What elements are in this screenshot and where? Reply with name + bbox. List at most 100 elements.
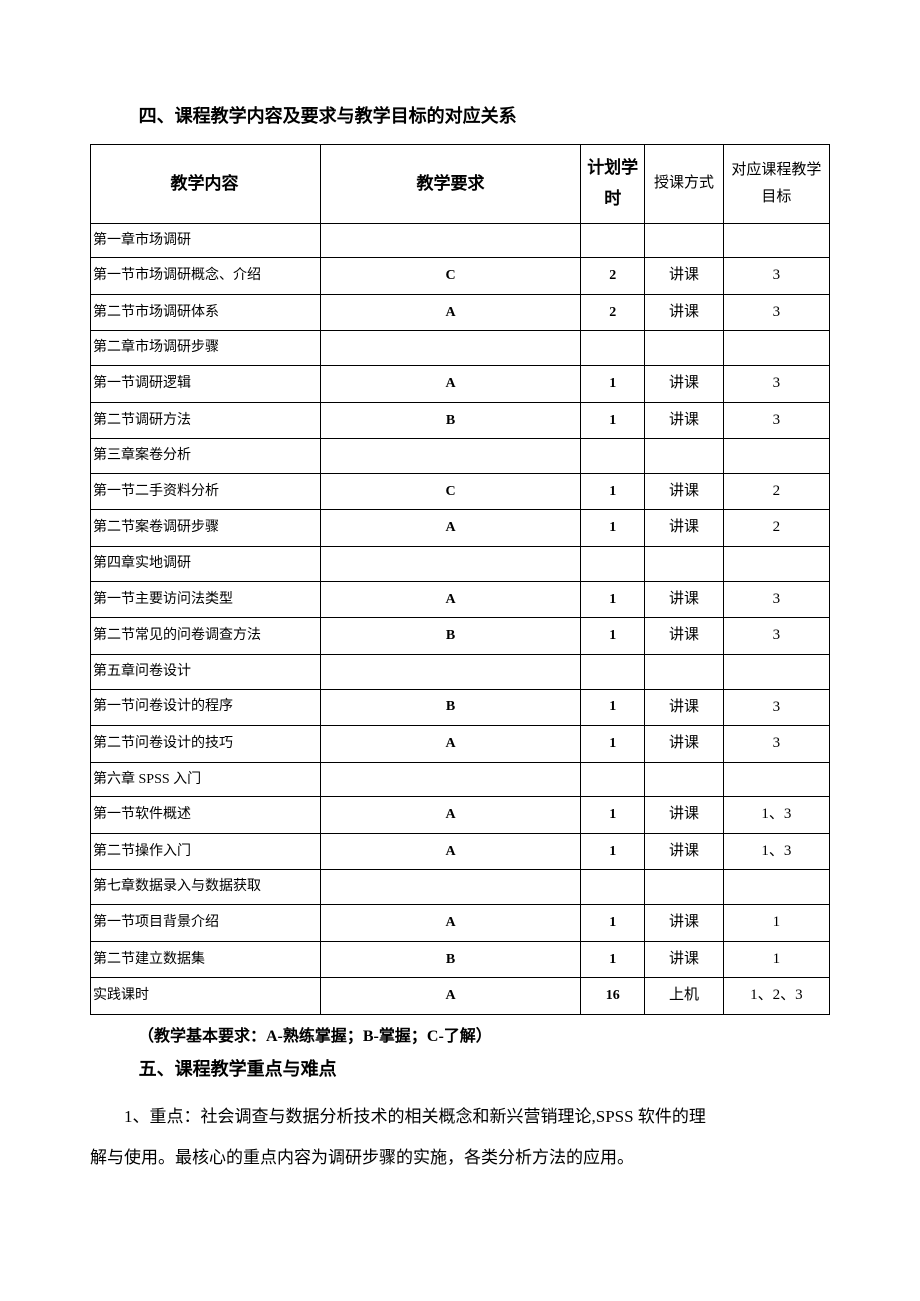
table-row: 第一节市场调研概念、介绍C2讲课3 [91, 258, 830, 295]
cell-target [723, 546, 829, 581]
cell-target [723, 654, 829, 689]
cell-hours: 2 [581, 258, 645, 295]
cell-method: 讲课 [645, 473, 723, 510]
cell-content: 第六章 SPSS 入门 [91, 762, 321, 797]
cell-target [723, 870, 829, 905]
cell-method [645, 870, 723, 905]
cell-requirement: A [321, 905, 581, 942]
cell-method: 讲课 [645, 402, 723, 439]
cell-method [645, 439, 723, 474]
cell-hours: 1 [581, 402, 645, 439]
cell-hours [581, 762, 645, 797]
cell-hours: 1 [581, 797, 645, 834]
cell-hours [581, 223, 645, 258]
cell-requirement [321, 762, 581, 797]
cell-target [723, 331, 829, 366]
cell-requirement [321, 439, 581, 474]
col-header-method: 授课方式 [645, 145, 723, 223]
table-row: 实践课时A16上机1、2、3 [91, 978, 830, 1015]
cell-target: 3 [723, 618, 829, 655]
cell-hours [581, 654, 645, 689]
cell-content: 第一节二手资料分析 [91, 473, 321, 510]
document-page: 四、课程教学内容及要求与教学目标的对应关系 教学内容 教学要求 计划学时 授课方… [0, 0, 920, 1239]
table-row: 第二章市场调研步骤 [91, 331, 830, 366]
cell-method [645, 223, 723, 258]
cell-hours: 1 [581, 905, 645, 942]
cell-method: 讲课 [645, 905, 723, 942]
table-row: 第二节常见的问卷调查方法B1讲课3 [91, 618, 830, 655]
cell-content: 第二章市场调研步骤 [91, 331, 321, 366]
table-note: （教学基本要求：A-熟练掌握；B-掌握；C-了解） [90, 1021, 830, 1053]
cell-target: 1、2、3 [723, 978, 829, 1015]
cell-hours: 1 [581, 366, 645, 403]
table-row: 第一节主要访问法类型A1讲课3 [91, 581, 830, 618]
cell-hours: 16 [581, 978, 645, 1015]
cell-method: 讲课 [645, 833, 723, 870]
section-4-heading: 四、课程教学内容及要求与教学目标的对应关系 [90, 100, 830, 132]
cell-hours: 1 [581, 689, 645, 726]
cell-method [645, 654, 723, 689]
cell-requirement: B [321, 618, 581, 655]
cell-target: 3 [723, 581, 829, 618]
table-body: 第一章市场调研第一节市场调研概念、介绍C2讲课3第二节市场调研体系A2讲课3第二… [91, 223, 830, 1014]
table-row: 第一节二手资料分析C1讲课2 [91, 473, 830, 510]
cell-requirement: A [321, 833, 581, 870]
table-row: 第一章市场调研 [91, 223, 830, 258]
cell-method: 讲课 [645, 726, 723, 763]
cell-requirement [321, 870, 581, 905]
cell-hours: 1 [581, 581, 645, 618]
cell-target: 1、3 [723, 797, 829, 834]
curriculum-table: 教学内容 教学要求 计划学时 授课方式 对应课程教学目标 第一章市场调研第一节市… [90, 144, 830, 1014]
cell-content: 实践课时 [91, 978, 321, 1015]
table-row: 第一节问卷设计的程序B1讲课3 [91, 689, 830, 726]
table-row: 第四章实地调研 [91, 546, 830, 581]
cell-requirement [321, 331, 581, 366]
cell-requirement: B [321, 689, 581, 726]
cell-method [645, 762, 723, 797]
table-row: 第二节案卷调研步骤A1讲课2 [91, 510, 830, 547]
cell-requirement [321, 546, 581, 581]
cell-hours: 1 [581, 726, 645, 763]
cell-method [645, 546, 723, 581]
cell-method: 讲课 [645, 581, 723, 618]
col-header-hours: 计划学时 [581, 145, 645, 223]
table-row: 第一节调研逻辑A1讲课3 [91, 366, 830, 403]
cell-hours: 1 [581, 833, 645, 870]
cell-method: 讲课 [645, 258, 723, 295]
cell-content: 第二节问卷设计的技巧 [91, 726, 321, 763]
cell-method [645, 331, 723, 366]
section-5-para-1: 1、重点：社会调查与数据分析技术的相关概念和新兴营销理论,SPSS 软件的理 [90, 1097, 830, 1136]
cell-target: 3 [723, 402, 829, 439]
cell-target [723, 223, 829, 258]
cell-target: 3 [723, 366, 829, 403]
cell-target [723, 762, 829, 797]
cell-requirement [321, 654, 581, 689]
cell-content: 第五章问卷设计 [91, 654, 321, 689]
cell-target: 2 [723, 473, 829, 510]
cell-method: 讲课 [645, 294, 723, 331]
cell-target: 3 [723, 726, 829, 763]
cell-requirement [321, 223, 581, 258]
cell-content: 第一节调研逻辑 [91, 366, 321, 403]
cell-requirement: A [321, 726, 581, 763]
cell-target: 3 [723, 689, 829, 726]
cell-hours: 1 [581, 618, 645, 655]
cell-content: 第二节常见的问卷调查方法 [91, 618, 321, 655]
table-row: 第二节市场调研体系A2讲课3 [91, 294, 830, 331]
table-header: 教学内容 教学要求 计划学时 授课方式 对应课程教学目标 [91, 145, 830, 223]
cell-requirement: A [321, 510, 581, 547]
cell-method: 讲课 [645, 618, 723, 655]
col-header-content: 教学内容 [91, 145, 321, 223]
cell-content: 第三章案卷分析 [91, 439, 321, 474]
cell-method: 上机 [645, 978, 723, 1015]
cell-hours: 1 [581, 473, 645, 510]
table-row: 第二节问卷设计的技巧A1讲课3 [91, 726, 830, 763]
cell-target [723, 439, 829, 474]
section-5-para-2: 解与使用。最核心的重点内容为调研步骤的实施，各类分析方法的应用。 [90, 1138, 830, 1177]
cell-requirement: A [321, 294, 581, 331]
col-header-target: 对应课程教学目标 [723, 145, 829, 223]
cell-requirement: A [321, 978, 581, 1015]
cell-requirement: A [321, 581, 581, 618]
cell-content: 第七章数据录入与数据获取 [91, 870, 321, 905]
table-row: 第一节项目背景介绍A1讲课1 [91, 905, 830, 942]
